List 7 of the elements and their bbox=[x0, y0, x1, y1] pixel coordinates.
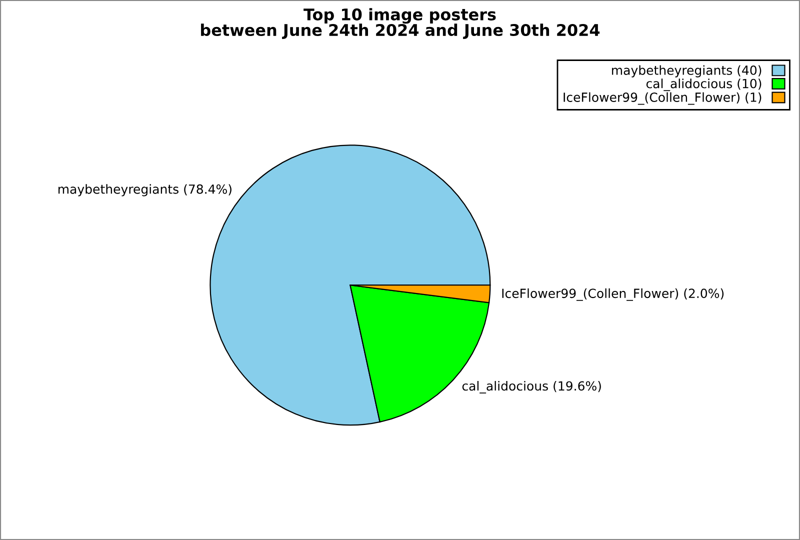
data-label: maybetheyregiants (78.4%) bbox=[58, 184, 232, 196]
legend-label: IceFlower99_(Collen_Flower) (1) bbox=[564, 92, 762, 105]
legend-label: maybetheyregiants (40) bbox=[612, 65, 762, 78]
chart-title: Top 10 image posters between June 24th 2024 and June 30th 2024 bbox=[201, 8, 600, 40]
legend-label: cal_alidocious (10) bbox=[646, 78, 762, 92]
data-label: IceFlower99_(Collen_Flower) (2.0%) bbox=[502, 288, 724, 301]
data-label: cal_alidocious (19.6%) bbox=[462, 380, 601, 394]
